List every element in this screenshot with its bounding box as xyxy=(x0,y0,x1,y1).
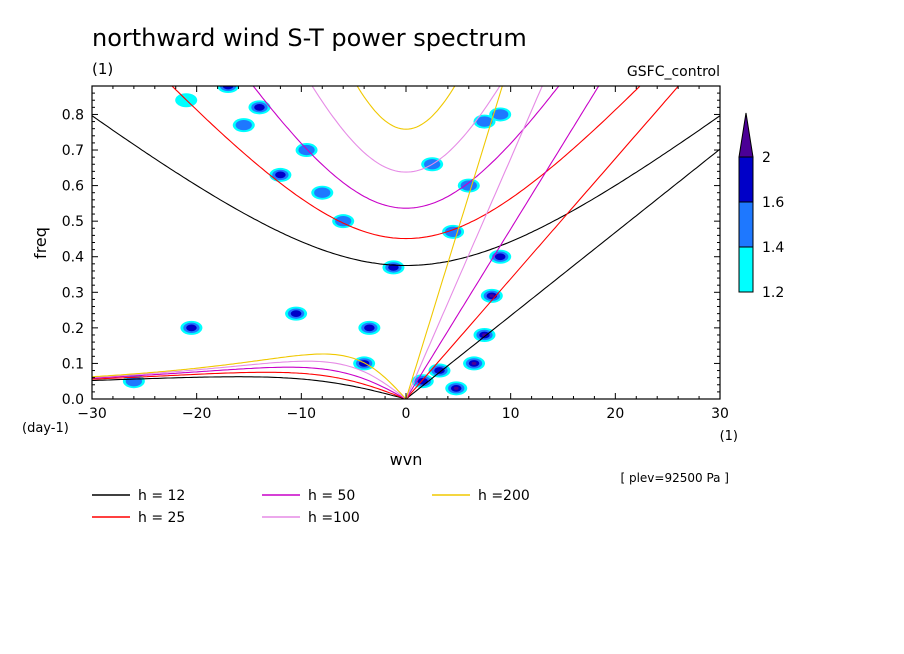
y-tick-label: 0.8 xyxy=(62,107,84,123)
gravity-curve-h200 xyxy=(356,86,456,130)
power-contour xyxy=(298,144,315,156)
dispersion-curves xyxy=(92,86,720,399)
x-units-label: (1) xyxy=(720,429,738,444)
x-tick-label: −10 xyxy=(287,406,317,422)
x-tick-label: 0 xyxy=(402,406,411,422)
power-contour xyxy=(186,324,197,332)
colorbar-swatch xyxy=(738,246,754,293)
y-tick-label: 0.3 xyxy=(62,285,84,301)
power-contour xyxy=(335,215,352,227)
plot-area xyxy=(92,86,720,399)
power-contour xyxy=(314,187,331,198)
power-contour xyxy=(235,119,252,131)
x-tick-label: 30 xyxy=(711,406,729,422)
rossby-curve-h200 xyxy=(92,353,407,399)
power-contour xyxy=(494,253,506,261)
power-contour xyxy=(453,386,459,390)
y-units-label: (day-1) xyxy=(22,421,69,436)
legend-label-h12: h = 12 xyxy=(138,488,185,504)
power-contour xyxy=(222,86,234,90)
colorbar: 1.2 1.4 1.6 2 xyxy=(738,112,784,301)
chart-title: northward wind S-T power spectrum xyxy=(92,24,527,52)
legend-label-h100: h =100 xyxy=(308,510,360,526)
legend-label-h50: h = 50 xyxy=(308,488,355,504)
y-axis-title: freq xyxy=(31,227,50,259)
power-contour xyxy=(460,180,477,191)
colorbar-swatch xyxy=(738,201,754,248)
colorbar-label: 1.4 xyxy=(762,240,784,256)
colorbar-swatch xyxy=(738,156,754,203)
chart-experiment-label: GSFC_control xyxy=(627,64,720,80)
power-contour xyxy=(290,310,302,317)
kelvin-curve-h12 xyxy=(405,148,720,399)
colorbar-top-triangle xyxy=(738,112,754,158)
kelvin-curve-h100 xyxy=(405,86,543,399)
kelvin-curve-h50 xyxy=(405,86,600,399)
gravity-curve-h100 xyxy=(311,86,501,173)
y-tick-labels: 0.0 0.1 0.2 0.3 0.4 0.5 0.6 0.7 0.8 xyxy=(62,107,84,408)
kelvin-curve-h200 xyxy=(405,86,503,399)
y-tick-label: 0.6 xyxy=(62,179,84,195)
legend-label-h200: h =200 xyxy=(478,488,530,504)
power-contour xyxy=(489,294,495,298)
gravity-curve-h50 xyxy=(252,86,560,209)
power-contour xyxy=(275,171,286,179)
legend-label-h25: h = 25 xyxy=(138,510,185,526)
rossby-curve-h25 xyxy=(92,371,407,399)
x-tick-label: −30 xyxy=(77,406,107,422)
power-contour xyxy=(471,361,477,365)
colorbar-label: 1.6 xyxy=(762,195,784,211)
y-tick-label: 0.5 xyxy=(62,214,84,230)
y-tick-label: 0.4 xyxy=(62,250,84,266)
colorbar-label: 1.2 xyxy=(762,285,784,301)
x-tick-label: −20 xyxy=(182,406,212,422)
rossby-curve-h50 xyxy=(92,366,407,399)
y-tick-label: 0.1 xyxy=(62,356,84,372)
power-contour xyxy=(254,103,265,111)
axis-ticks xyxy=(91,86,721,400)
rossby-curve-h12 xyxy=(92,376,407,399)
gravity-curve-h25 xyxy=(171,86,641,240)
x-tick-labels: −30 −20 −10 0 10 20 30 xyxy=(77,406,729,422)
y-tick-label: 0.7 xyxy=(62,143,84,159)
x-tick-label: 10 xyxy=(502,406,520,422)
kelvin-curve-h25 xyxy=(405,86,680,399)
y-tick-label: 0.2 xyxy=(62,321,84,337)
x-tick-label: 20 xyxy=(606,406,624,422)
legend: h = 12 h = 25 h = 50 h =100 h =200 xyxy=(92,488,530,526)
power-contour xyxy=(492,109,509,120)
colorbar-label: 2 xyxy=(762,150,771,166)
power-contour xyxy=(476,116,493,127)
power-contour xyxy=(434,367,445,374)
y-tick-label: 0.0 xyxy=(62,392,84,408)
x-axis-title: wvn xyxy=(390,450,423,469)
rossby-curve-h100 xyxy=(92,360,407,399)
gravity-curve-h12 xyxy=(92,115,720,267)
chart-subtitle-units: (1) xyxy=(92,60,113,78)
power-contour xyxy=(364,324,375,332)
pressure-level-note: [ plev=92500 Pa ] xyxy=(620,471,729,485)
